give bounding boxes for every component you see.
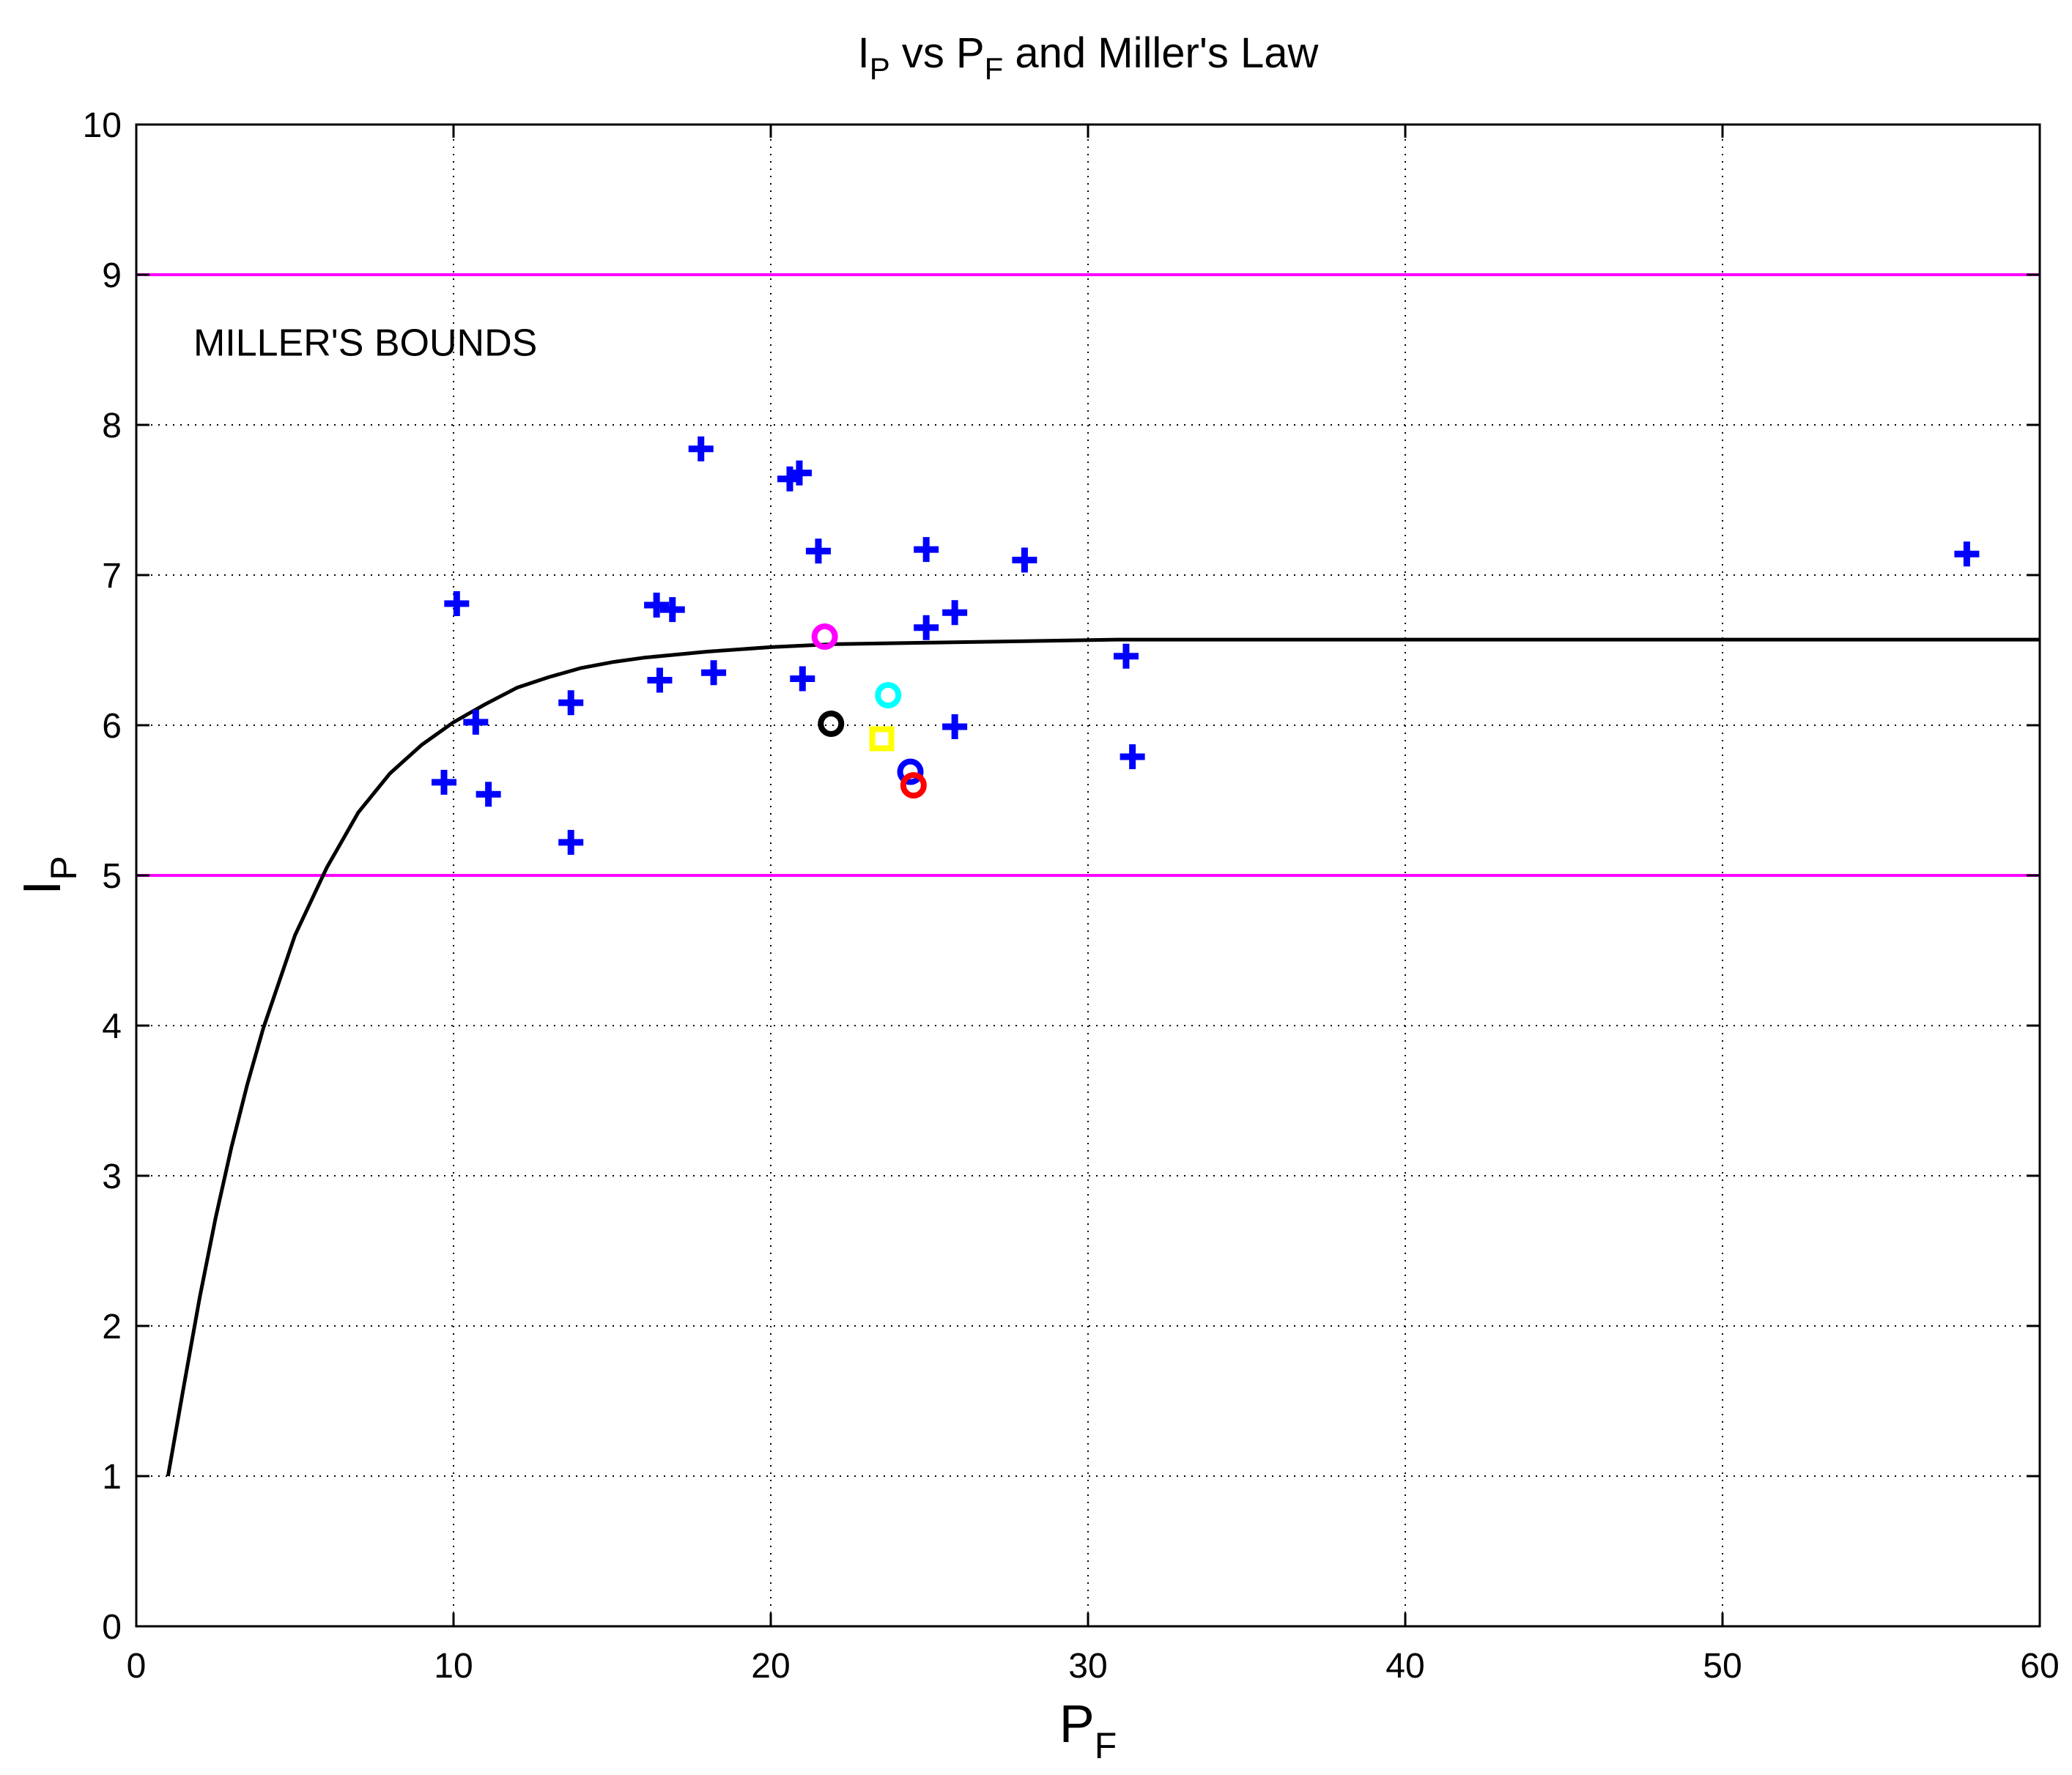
plus-marker: [659, 597, 685, 623]
x-axis-label-main: P: [1059, 1695, 1095, 1754]
circle-marker: [900, 772, 927, 798]
square-marker: [869, 726, 895, 752]
x-axis-label-sub: F: [1095, 1725, 1117, 1766]
plus-marker: [914, 537, 939, 563]
millers-bounds: [136, 273, 2040, 877]
y-tick-label: 6: [102, 707, 122, 746]
x-tick-label: 60: [2020, 1647, 2059, 1686]
x-tick-label: 0: [127, 1647, 147, 1686]
y-axis-label: IP: [13, 856, 84, 894]
plus-marker: [786, 460, 812, 486]
y-tick-label: 9: [102, 256, 122, 295]
y-tick-label: 4: [102, 1007, 122, 1046]
y-axis-label-main: I: [13, 881, 72, 895]
plus-marker: [558, 829, 584, 855]
y-tick-label: 10: [83, 106, 122, 145]
circle-marker: [818, 710, 845, 737]
y-tick-label: 2: [102, 1308, 122, 1346]
x-axis-label: PF: [1059, 1695, 1117, 1766]
plus-marker: [914, 615, 939, 640]
y-axis-label-sub: P: [43, 856, 84, 880]
y-tick-label: 1: [102, 1458, 122, 1497]
x-tick-label: 10: [434, 1647, 473, 1686]
plus-marker: [644, 593, 670, 618]
circle-marker: [875, 682, 902, 708]
plus-marker: [463, 709, 489, 735]
title-part: and Miller's Law: [1003, 29, 1319, 77]
plus-marker: [942, 714, 968, 740]
chart-title: IP vs PF and Miller's Law: [858, 29, 1320, 86]
y-tick-label: 7: [102, 557, 122, 596]
circle-marker: [811, 623, 838, 651]
title-subscript: P: [870, 51, 890, 86]
plus-marker: [476, 782, 501, 807]
plus-marker: [558, 690, 584, 716]
y-tick-label: 8: [102, 407, 122, 445]
axis-ticks: [135, 123, 2041, 1628]
y-tick-label: 5: [102, 857, 122, 896]
circle-marker: [897, 758, 924, 785]
title-part: I: [858, 29, 870, 77]
plus-marker: [1012, 547, 1037, 573]
y-tick-label: 3: [102, 1157, 122, 1196]
plus-marker: [701, 660, 727, 686]
plus-marker: [942, 600, 968, 626]
title-subscript: F: [985, 51, 1004, 86]
data-points: [432, 436, 1980, 855]
plus-marker: [647, 667, 673, 693]
y-tick-label: 0: [102, 1608, 122, 1647]
plus-marker: [444, 590, 470, 616]
millers-law-curve-group: [166, 637, 2040, 1477]
millers-bounds-label: MILLER'S BOUNDS: [193, 322, 537, 364]
plus-marker: [1120, 744, 1145, 770]
x-tick-label: 50: [1703, 1647, 1742, 1686]
plus-marker: [432, 769, 457, 795]
plus-marker: [1113, 643, 1139, 669]
x-tick-label: 40: [1385, 1647, 1424, 1686]
plus-marker: [790, 666, 815, 692]
plus-marker: [805, 538, 831, 564]
x-tick-label: 30: [1068, 1647, 1107, 1686]
millers-law-curve: [166, 637, 2040, 1477]
title-part: vs P: [890, 29, 985, 77]
x-tick-label: 20: [751, 1647, 790, 1686]
plus-marker: [688, 436, 714, 462]
grid: [136, 125, 2040, 1626]
plus-marker: [1954, 541, 1980, 567]
